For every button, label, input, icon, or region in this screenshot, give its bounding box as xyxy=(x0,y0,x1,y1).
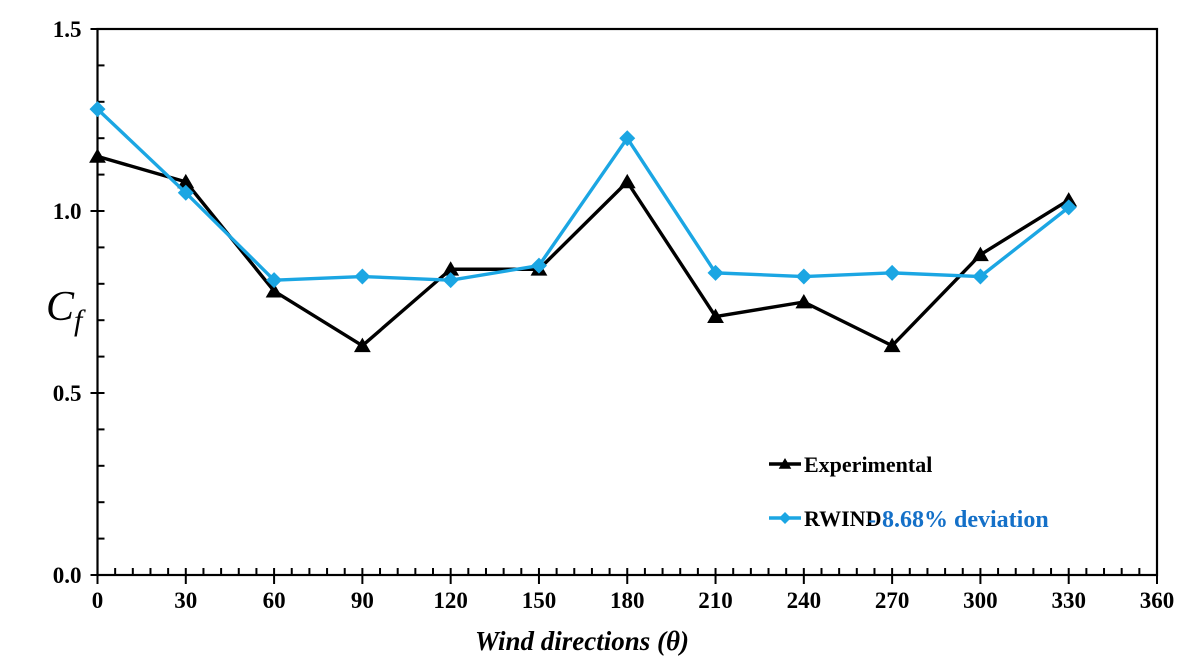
y-tick-label: 0.0 xyxy=(53,563,82,588)
series-experimental-marker-triangle xyxy=(883,337,901,353)
series-rwind xyxy=(89,101,1077,289)
legend-label: RWIND xyxy=(804,506,881,531)
series-experimental-marker-triangle xyxy=(1060,192,1078,207)
series-rwind-marker-diamond xyxy=(619,130,636,147)
series-rwind-marker-diamond xyxy=(530,257,547,274)
x-tick-label: 150 xyxy=(522,588,557,613)
x-tick-label: 90 xyxy=(351,588,374,613)
series-experimental-marker-triangle xyxy=(972,246,989,262)
series-experimental xyxy=(89,148,1078,353)
y-axis-title-subscript: f xyxy=(74,304,86,337)
x-axis-ticks xyxy=(96,568,1158,584)
x-tick-label: 180 xyxy=(610,588,645,613)
series-experimental-marker-triangle xyxy=(795,294,813,309)
series-rwind-marker-diamond xyxy=(442,272,459,289)
series-experimental-line xyxy=(97,154,1070,348)
series-rwind-marker-diamond xyxy=(884,264,901,281)
legend-marker-diamond xyxy=(779,512,791,524)
x-tick-label: 0 xyxy=(92,588,104,613)
series-experimental-marker-triangle xyxy=(89,148,106,163)
y-tick-label: 0.5 xyxy=(53,381,82,406)
y-axis-title-main: C xyxy=(46,284,75,330)
series-rwind-marker-diamond xyxy=(354,268,371,285)
legend-entry-rwind: RWIND- 8.68% deviation xyxy=(769,506,1049,533)
series-rwind-marker-diamond xyxy=(1060,199,1077,216)
y-axis-ticks xyxy=(90,28,105,576)
series-rwind-marker-diamond xyxy=(972,268,989,285)
series-experimental-marker-triangle xyxy=(265,283,283,298)
x-tick-label: 300 xyxy=(963,588,998,613)
x-tick-label: 360 xyxy=(1140,588,1175,613)
y-axis-tick-labels: 0.0 0.5 1.0 1.5 xyxy=(53,17,82,588)
x-axis-tick-labels: 0 30 60 90 120 150 180 210 240 270 300 330 360 xyxy=(92,588,1175,613)
x-tick-label: 270 xyxy=(875,588,910,613)
series-experimental-marker-triangle xyxy=(442,261,460,276)
plot-frame xyxy=(96,27,1159,577)
legend-entry-experimental: Experimental xyxy=(769,452,932,477)
y-tick-label: 1.0 xyxy=(53,199,82,224)
legend-label: Experimental xyxy=(804,452,932,477)
series-rwind-line xyxy=(96,107,1070,282)
series-experimental-marker-triangle xyxy=(353,337,371,353)
legend: Experimental RWIND- 8.68% deviation xyxy=(769,452,1049,533)
x-tick-label: 30 xyxy=(174,588,197,613)
series-rwind-marker-diamond xyxy=(795,268,812,285)
x-tick-label: 210 xyxy=(698,588,733,613)
x-tick-label: 330 xyxy=(1051,588,1086,613)
series-experimental-marker-triangle xyxy=(618,173,636,189)
y-axis-title: Cf xyxy=(46,284,86,337)
series-experimental-marker-triangle xyxy=(707,308,724,323)
x-axis-title: Wind directions (θ) xyxy=(475,626,689,656)
series-rwind-marker-diamond xyxy=(89,101,106,118)
legend-deviation-text: - 8.68% deviation xyxy=(868,507,1049,533)
legend-marker-triangle xyxy=(778,458,792,469)
series-rwind-marker-diamond xyxy=(266,272,283,289)
x-tick-label: 120 xyxy=(433,588,468,613)
y-tick-label: 1.5 xyxy=(53,17,82,42)
series-rwind-marker-diamond xyxy=(177,184,194,201)
x-tick-label: 240 xyxy=(787,588,822,613)
x-tick-label: 60 xyxy=(263,588,286,613)
series-rwind-marker-diamond xyxy=(707,264,724,281)
series-experimental-marker-triangle xyxy=(177,173,195,189)
